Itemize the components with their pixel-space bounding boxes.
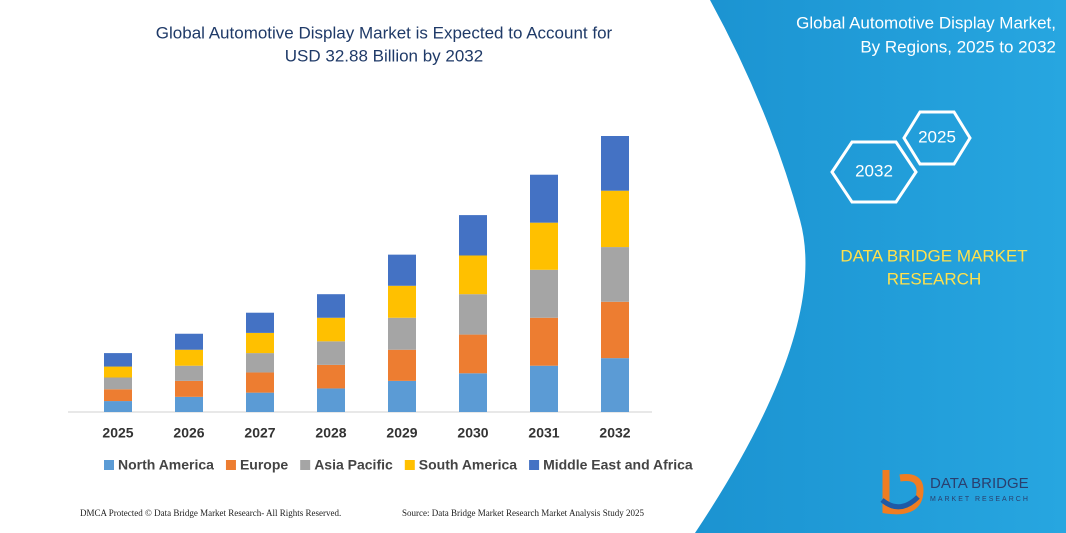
x-tick-label: 2025 — [102, 425, 133, 441]
logo-tagline: MARKET RESEARCH — [930, 496, 1030, 503]
panel-title: By Regions, 2025 to 2032 — [860, 37, 1056, 56]
bar-segment — [601, 190, 629, 248]
x-tick-label: 2027 — [244, 425, 275, 441]
bar-segment — [104, 353, 132, 367]
logo-mark — [882, 470, 924, 515]
logo-mark — [880, 495, 920, 510]
x-tick-label: 2026 — [173, 425, 204, 441]
legend-swatch — [404, 460, 415, 470]
bar-segment — [388, 380, 416, 412]
logo-name: DATA BRIDGE — [930, 475, 1029, 492]
legend-label: Asia Pacific — [314, 457, 393, 473]
bar-segment — [246, 332, 274, 354]
bar-segment — [530, 317, 558, 366]
bar-segment — [317, 317, 345, 342]
bar-segment — [388, 317, 416, 350]
x-tick-label: 2030 — [457, 425, 488, 441]
bar-segment — [175, 396, 203, 412]
hexagon — [830, 140, 918, 204]
logo: DATA BRIDGE MARKET RESEARCH — [880, 470, 1030, 515]
panel-title: Global Automotive Display Market, — [796, 13, 1056, 32]
bar-segment — [175, 349, 203, 366]
legend-label: North America — [118, 457, 214, 473]
hexagon — [902, 110, 972, 166]
bar-segment — [459, 255, 487, 295]
hexagon-label: 2025 — [918, 127, 956, 146]
legend-label: Europe — [240, 457, 288, 473]
bar-segment — [246, 353, 274, 373]
bar-segment — [459, 215, 487, 256]
x-tick-label: 2032 — [599, 425, 630, 441]
bar-segment — [601, 358, 629, 412]
bar-segment — [530, 269, 558, 318]
bar-segment — [601, 136, 629, 191]
bar-segment — [388, 285, 416, 318]
bar-segment — [246, 372, 274, 393]
bar-segment — [388, 349, 416, 381]
bar-segment — [317, 294, 345, 318]
bar-segment — [530, 174, 558, 223]
bar-segment — [104, 389, 132, 402]
bar-segment — [459, 373, 487, 412]
legend-label: Middle East and Africa — [543, 457, 693, 473]
legend-swatch — [529, 460, 540, 470]
bar-segment — [317, 341, 345, 365]
bar-segment — [175, 380, 203, 397]
bar-segment — [104, 366, 132, 378]
bar-segment — [459, 334, 487, 374]
footer-text: Source: Data Bridge Market Research Mark… — [402, 508, 644, 518]
footer-text: DMCA Protected © Data Bridge Market Rese… — [80, 508, 341, 518]
bar-segment — [104, 401, 132, 412]
bar-segment — [175, 365, 203, 381]
chart-title: Global Automotive Display Market is Expe… — [156, 23, 613, 42]
side-panel — [695, 0, 1066, 533]
brand-text: RESEARCH — [887, 269, 981, 288]
legend-swatch — [300, 460, 311, 470]
legend-label: South America — [419, 457, 517, 473]
bar-segment — [530, 222, 558, 270]
bar-segment — [104, 377, 132, 390]
bar-segment — [175, 333, 203, 350]
brand-text: DATA BRIDGE MARKET — [840, 246, 1027, 265]
chart-title: USD 32.88 Billion by 2032 — [285, 46, 483, 65]
bar-segment — [246, 312, 274, 333]
bar-segment — [601, 301, 629, 359]
legend-swatch — [225, 460, 236, 470]
bar-segment — [246, 392, 274, 412]
x-tick-label: 2029 — [386, 425, 417, 441]
bar-segment — [388, 254, 416, 286]
bar-segment — [317, 364, 345, 389]
bar-segment — [317, 388, 345, 412]
legend-swatch — [104, 460, 114, 470]
hexagon-label: 2032 — [855, 161, 893, 180]
x-tick-label: 2028 — [315, 425, 346, 441]
x-tick-label: 2031 — [528, 425, 559, 441]
bar-segment — [601, 247, 629, 302]
bar-segment — [530, 365, 558, 412]
bar-segment — [459, 294, 487, 335]
